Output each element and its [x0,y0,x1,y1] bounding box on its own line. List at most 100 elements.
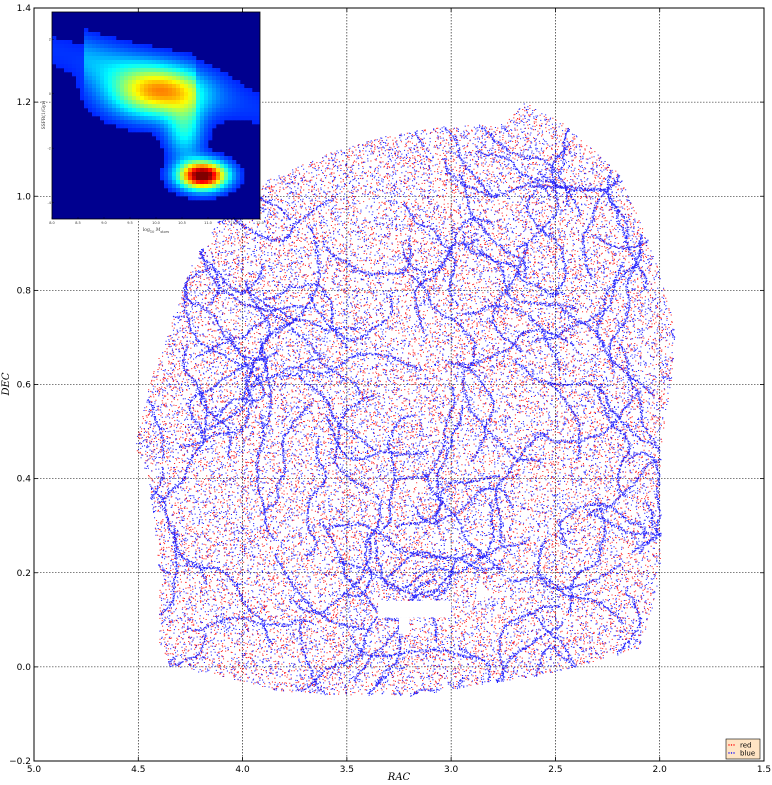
inset-cell [232,164,237,169]
inset-cell [104,48,109,53]
inset-cell [64,68,69,73]
inset-cell [208,80,213,85]
inset-cell [196,128,201,133]
inset-cell [112,60,117,65]
inset-cell [140,128,145,133]
inset-cell [204,68,209,73]
inset-cell [192,164,197,169]
inset-density [52,28,260,201]
inset-cell [148,100,153,105]
inset-cell [204,176,209,181]
inset-cell [124,120,129,125]
inset-cell [172,156,177,161]
legend-marker-red [730,744,733,746]
inset-cell [248,88,253,93]
inset-cell [84,92,89,97]
inset-cell [180,160,185,165]
inset-cell [68,48,73,53]
inset-cell [136,112,141,117]
inset-cell [108,64,113,69]
inset-cell [100,96,105,101]
inset-cell [148,56,153,61]
inset-cell [80,92,85,97]
inset-cell [180,52,185,57]
inset-cell [184,52,189,57]
inset-cell [120,48,125,53]
inset-cell [188,76,193,81]
inset-cell [136,72,141,77]
inset-cell [128,60,133,65]
inset-cell [172,164,177,169]
inset-cell [144,120,149,125]
inset-cell [224,188,229,193]
inset-cell [104,76,109,81]
inset-cell [132,92,137,97]
inset-cell [116,68,121,73]
inset-cell [248,100,253,105]
inset-cell [208,192,213,197]
inset-cell [120,124,125,129]
inset-cell [228,184,233,189]
inset-cell [188,88,193,93]
inset-cell [84,44,89,49]
inset-cell [232,112,237,117]
inset-cell [212,168,217,173]
inset-cell [152,72,157,77]
inset-cell [172,84,177,89]
inset-cell [156,104,161,109]
inset-cell [160,64,165,69]
inset-cell [248,104,253,109]
inset-cell [184,152,189,157]
inset-cell [184,144,189,149]
inset-cell [88,72,93,77]
inset-cell [108,108,113,113]
y-tick-label: 1.0 [17,192,32,202]
inset-cell [128,68,133,73]
inset-cell [164,180,169,185]
inset-cell [172,132,177,137]
inset-cell [196,96,201,101]
inset-cell [232,116,237,121]
inset-cell [220,172,225,177]
inset-cell [228,164,233,169]
inset-cell [180,172,185,177]
inset-cell [112,76,117,81]
inset-cell [208,92,213,97]
inset-cell [164,72,169,77]
y-tick-label: 0.8 [17,286,32,296]
inset-cell [156,76,161,81]
inset-cell [168,128,173,133]
inset-cell [188,92,193,97]
inset-cell [160,132,165,137]
inset-cell [148,116,153,121]
inset-cell [88,40,93,45]
inset-cell [188,116,193,121]
inset-cell [192,64,197,69]
inset-cell [228,96,233,101]
inset-cell [196,188,201,193]
inset-cell [104,72,109,77]
inset-cell [216,112,221,117]
inset-cell [124,60,129,65]
inset-cell [220,104,225,109]
inset-cell [128,48,133,53]
inset-cell [124,88,129,93]
inset-cell [240,84,245,89]
inset-cell [168,80,173,85]
inset-cell [188,156,193,161]
inset-cell [244,108,249,113]
inset-cell [236,100,241,105]
inset-cell [92,32,97,37]
inset-cell [196,168,201,173]
inset-cell [132,124,137,129]
inset-cell [216,160,221,165]
inset-cell [104,64,109,69]
inset-cell [220,176,225,181]
inset-cell [240,172,245,177]
inset-cell [196,148,201,153]
inset-cell [136,104,141,109]
inset-cell [92,96,97,101]
inset-cell [152,112,157,117]
inset-cell [208,108,213,113]
